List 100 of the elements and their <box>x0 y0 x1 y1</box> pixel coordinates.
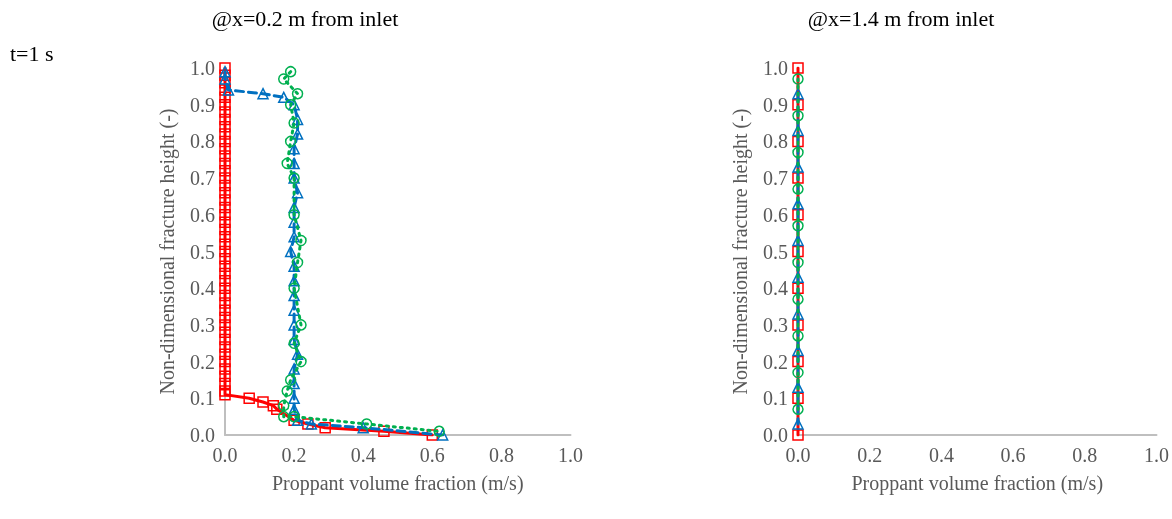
x-tick-label: 1.0 <box>1144 444 1169 466</box>
point <box>792 319 804 331</box>
point <box>219 187 231 199</box>
y-tick-label: 0.6 <box>190 203 215 226</box>
point <box>288 392 300 405</box>
point <box>219 98 231 111</box>
point <box>219 370 231 383</box>
point <box>219 238 231 250</box>
point <box>792 403 804 416</box>
y-tick-label: 0.3 <box>190 313 215 336</box>
point <box>284 65 297 78</box>
point <box>288 260 300 272</box>
x-tick-label: 1.0 <box>558 444 583 466</box>
point <box>219 65 231 78</box>
point <box>792 245 804 258</box>
point <box>219 142 231 155</box>
point <box>219 267 231 280</box>
point <box>291 187 304 199</box>
x-tick-label: 0.6 <box>1000 444 1026 466</box>
point <box>284 98 297 111</box>
point <box>219 260 231 272</box>
point <box>219 179 231 192</box>
point <box>792 366 804 379</box>
point <box>284 245 297 258</box>
y-tick-label: 0.8 <box>190 130 215 153</box>
point <box>219 128 231 140</box>
point <box>288 142 300 155</box>
point <box>219 150 231 162</box>
point <box>792 62 804 74</box>
x-axis-title: Proppant volume fraction (m/s) <box>271 472 524 495</box>
chart-title: @x=1.4 m from inlet <box>807 5 995 31</box>
point <box>288 209 300 221</box>
point <box>288 216 300 228</box>
y-tick-label: 0.0 <box>763 424 788 446</box>
point <box>219 341 231 353</box>
point <box>219 326 231 338</box>
point <box>319 421 331 434</box>
point <box>288 363 300 375</box>
point <box>357 421 369 434</box>
point <box>219 388 231 401</box>
y-axis-title: Non-dimensional fracture height (-) <box>729 108 752 395</box>
x-tick-label: 0.0 <box>785 444 811 466</box>
point <box>278 73 290 85</box>
point <box>792 161 804 173</box>
point <box>792 109 804 122</box>
point <box>288 275 300 287</box>
y-tick-label: 0.7 <box>190 167 215 190</box>
y-axis-title: Non-dimensional fracture height (-) <box>156 108 179 395</box>
y-tick-label: 0.5 <box>190 240 215 263</box>
point <box>288 282 300 294</box>
y-tick-label: 0.4 <box>190 277 215 300</box>
point <box>792 282 804 294</box>
point <box>291 348 304 361</box>
point <box>219 91 231 104</box>
point <box>284 374 297 386</box>
point <box>257 87 269 100</box>
point <box>219 311 231 324</box>
point <box>219 106 231 118</box>
point <box>291 128 304 140</box>
point <box>792 73 804 85</box>
y-tick-label: 0.1 <box>190 387 215 410</box>
point <box>219 245 231 258</box>
y-tick-label: 0.8 <box>763 130 788 153</box>
point <box>219 363 231 375</box>
point <box>219 297 231 309</box>
point <box>291 87 304 100</box>
point <box>278 399 290 412</box>
point <box>288 403 300 416</box>
point <box>278 410 290 423</box>
point <box>792 98 804 111</box>
point <box>792 293 804 305</box>
point <box>288 337 300 349</box>
y-tick-label: 1.0 <box>763 57 788 79</box>
x-tick-label: 0.6 <box>419 444 445 466</box>
y-tick-label: 0.7 <box>763 167 788 190</box>
point <box>792 429 804 441</box>
point <box>219 194 231 206</box>
point <box>219 275 231 287</box>
point <box>288 304 300 316</box>
point <box>219 348 231 361</box>
point <box>219 355 231 368</box>
point <box>360 418 373 430</box>
point <box>792 418 804 430</box>
point <box>219 216 231 228</box>
point <box>219 304 231 316</box>
point <box>288 157 300 170</box>
point <box>291 256 304 269</box>
x-tick-label: 0.4 <box>350 444 376 466</box>
point <box>267 399 280 412</box>
x-tick-label: 0.2 <box>857 444 883 466</box>
point <box>281 157 293 170</box>
point <box>219 377 231 390</box>
point <box>219 73 231 85</box>
point <box>295 355 307 368</box>
y-tick-label: 0.9 <box>763 93 788 116</box>
point <box>378 425 390 438</box>
point <box>291 414 304 427</box>
point <box>219 209 231 221</box>
x-axis-title: Proppant volume fraction (m/s) <box>851 472 1104 495</box>
y-tick-label: 0.0 <box>190 424 215 446</box>
